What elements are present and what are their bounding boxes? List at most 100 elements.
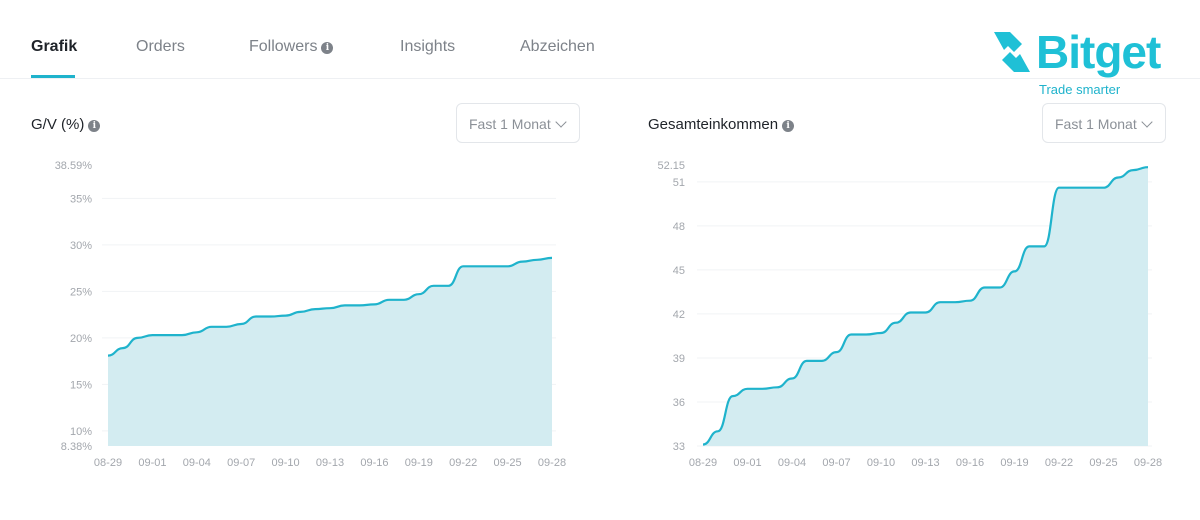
tab-orders[interactable]: Orders [136, 38, 185, 55]
y-tick-label: 45 [673, 265, 685, 277]
data-point [107, 355, 109, 357]
data-point [551, 257, 553, 259]
y-extreme-label: 52.15 [657, 160, 685, 172]
y-tick-label: 35% [70, 193, 92, 205]
x-tick-label: 09-16 [360, 457, 388, 469]
data-point [211, 326, 213, 328]
x-tick-label: 08-29 [94, 457, 122, 469]
data-point [910, 312, 912, 314]
brand-logo: Bitget Trade smarter [990, 24, 1180, 104]
y-tick-label: 51 [673, 177, 685, 189]
x-tick-label: 09-07 [227, 457, 255, 469]
brand-tagline: Trade smarter [1039, 82, 1121, 97]
data-point [895, 322, 897, 324]
y-tick-label: 30% [70, 240, 92, 252]
x-tick-label: 09-04 [183, 457, 211, 469]
y-extreme-label: 8.38% [61, 441, 92, 453]
tab-grafik[interactable]: Grafik [31, 38, 78, 55]
y-tick-label: 10% [70, 426, 92, 438]
x-tick-label: 09-04 [778, 457, 806, 469]
data-point [717, 430, 719, 432]
data-point [969, 300, 971, 302]
x-tick-label: 09-10 [272, 457, 300, 469]
data-point [1073, 187, 1075, 189]
tab-bar: Grafik Orders Followers i Insights Abzeic… [0, 0, 1200, 79]
panel-title-income: Gesamteinkommen i [648, 116, 795, 133]
data-point [359, 304, 361, 306]
data-point [477, 265, 479, 267]
data-point [418, 293, 420, 295]
series-area [108, 257, 552, 446]
chart-1: 33 36 39 42 45 48 51 52.15 08-29 09-01 09-04 09-07 0… [657, 160, 1162, 469]
data-point [403, 299, 405, 301]
data-point [521, 261, 523, 263]
info-icon[interactable]: i [782, 120, 795, 132]
panel-title-pnl: G/V (%) i [31, 116, 101, 133]
data-point [507, 265, 509, 267]
data-point [1147, 166, 1149, 168]
data-point [285, 315, 287, 317]
data-point [1014, 270, 1016, 272]
chart-0: 10% 15% 20% 25% 30% 35% 38.59% 8.38%08-29 09-01 0… [55, 160, 566, 469]
tab-followers-label: Followers [249, 38, 318, 55]
series-line [702, 166, 1149, 446]
x-tick-label: 09-25 [1089, 457, 1117, 469]
data-point [151, 334, 153, 336]
data-point [1117, 177, 1119, 179]
data-point [344, 304, 346, 306]
tab-abzeichen[interactable]: Abzeichen [520, 38, 595, 55]
y-tick-label: 20% [70, 333, 92, 345]
data-point [747, 388, 749, 390]
data-point [865, 334, 867, 336]
panel-title-pnl-label: G/V (%) [31, 116, 85, 133]
y-tick-label: 48 [673, 221, 685, 233]
data-point [536, 259, 538, 261]
data-point [984, 287, 986, 289]
data-point [225, 326, 227, 328]
info-icon[interactable]: i [321, 42, 334, 54]
data-point [122, 347, 124, 349]
x-tick-label: 09-28 [538, 457, 566, 469]
data-point [329, 307, 331, 309]
data-point [447, 285, 449, 287]
y-tick-label: 39 [673, 353, 685, 365]
x-tick-label: 09-13 [316, 457, 344, 469]
period-dropdown-pnl[interactable]: Fast 1 Monat [456, 103, 580, 143]
data-point [954, 301, 956, 303]
info-icon[interactable]: i [88, 120, 101, 132]
data-point [1058, 187, 1060, 189]
period-dropdown-pnl-value: Fast 1 Monat [469, 116, 551, 132]
tab-insights[interactable]: Insights [400, 38, 456, 55]
x-tick-label: 09-16 [956, 457, 984, 469]
data-point [776, 386, 778, 388]
x-tick-label: 08-29 [689, 457, 717, 469]
series-line [107, 256, 553, 357]
data-point [999, 287, 1001, 289]
x-tick-label: 09-25 [494, 457, 522, 469]
y-tick-label: 33 [673, 441, 685, 453]
data-point [761, 388, 763, 390]
data-point [462, 265, 464, 267]
data-point [732, 395, 734, 397]
x-tick-label: 09-19 [1000, 457, 1028, 469]
data-point [850, 334, 852, 336]
tab-followers[interactable]: Followers i [249, 38, 334, 56]
y-tick-label: 42 [673, 309, 685, 321]
data-point [806, 360, 808, 362]
data-point [181, 334, 183, 336]
series-area [703, 167, 1148, 446]
data-point [836, 351, 838, 353]
x-tick-label: 09-01 [138, 457, 166, 469]
data-point [166, 334, 168, 336]
data-point [1043, 245, 1045, 247]
x-tick-label: 09-28 [1134, 457, 1162, 469]
period-dropdown-income[interactable]: Fast 1 Monat [1042, 103, 1166, 143]
data-point [1132, 169, 1134, 171]
x-tick-label: 09-07 [822, 457, 850, 469]
data-point [939, 301, 941, 303]
bitget-logo-icon [994, 32, 1030, 72]
x-tick-label: 09-01 [733, 457, 761, 469]
data-point [137, 337, 139, 339]
data-point [925, 312, 927, 314]
